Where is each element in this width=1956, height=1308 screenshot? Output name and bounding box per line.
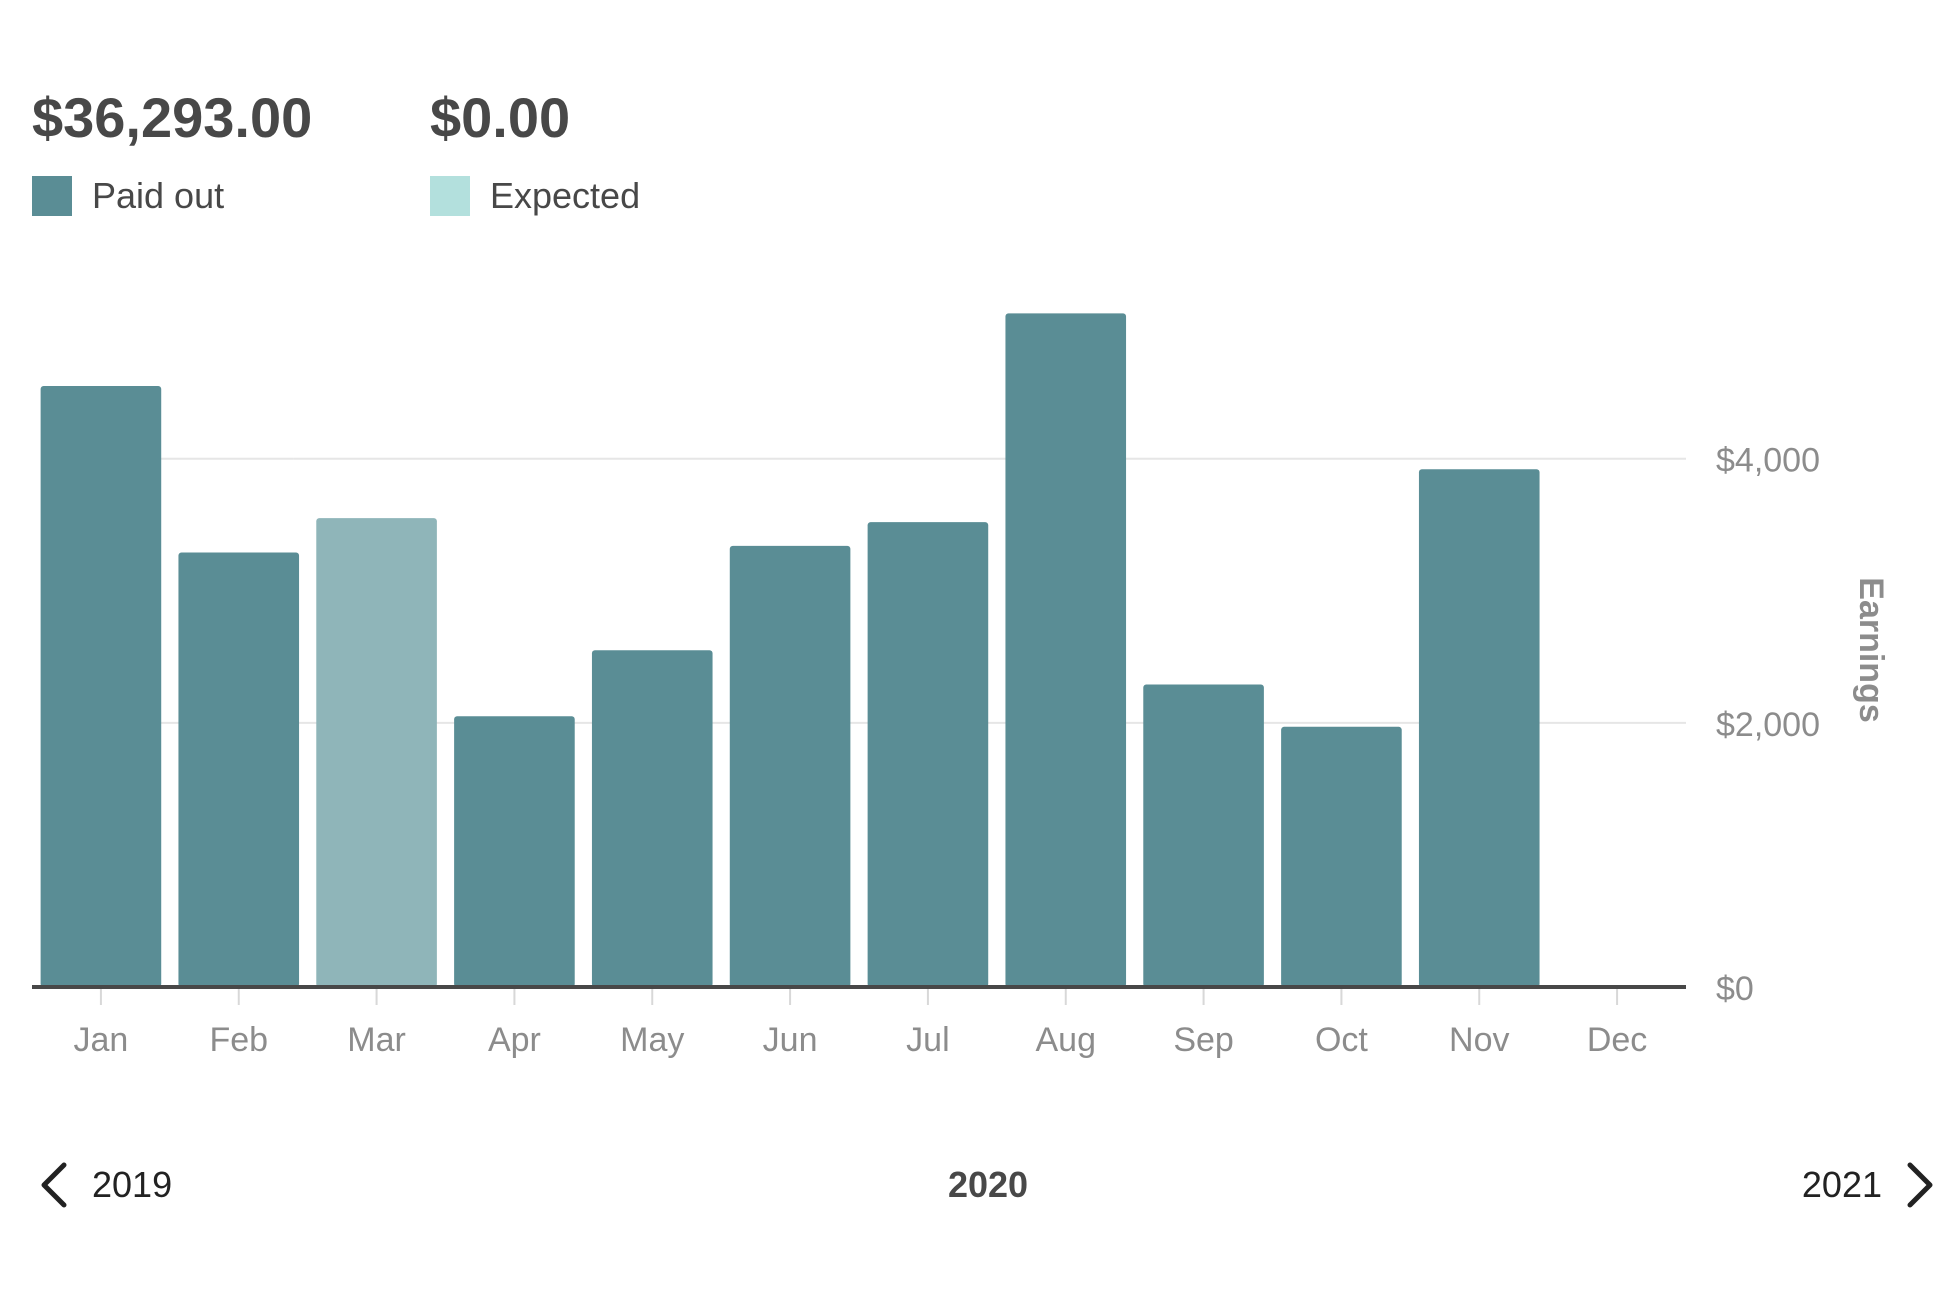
x-tick-label: Feb	[209, 1021, 268, 1059]
y-axis-title: Earnings	[1852, 577, 1890, 722]
earnings-bar-chart: $0 $2,000 $4,000 Jan Feb Mar Apr May Jun Jul Aug Se…	[32, 313, 1890, 1059]
previous-year-label: 2019	[92, 1164, 173, 1205]
previous-year-button[interactable]: 2019	[36, 1155, 172, 1215]
x-tick-label: Apr	[488, 1021, 541, 1059]
x-tick-label: Oct	[1315, 1021, 1368, 1059]
x-tick-label: Jun	[763, 1021, 818, 1059]
x-tick-label: Jul	[906, 1021, 949, 1059]
bars	[40, 313, 1540, 987]
expected-amount: $0.00	[430, 86, 571, 149]
next-year-button[interactable]: 2021	[1802, 1155, 1938, 1215]
y-tick-label: $2,000	[1716, 706, 1820, 744]
bar-aug[interactable]	[1005, 313, 1127, 987]
axes: $0 $2,000 $4,000 Jan Feb Mar Apr May Jun Jul Aug Se…	[32, 442, 1890, 1059]
x-tick-label: Dec	[1587, 1021, 1647, 1059]
current-year: 2020	[0, 1155, 1956, 1215]
y-tick-label: $4,000	[1716, 442, 1820, 480]
next-year-label: 2021	[1801, 1164, 1882, 1205]
bar-jun[interactable]	[729, 545, 851, 987]
x-tick-label: May	[620, 1021, 684, 1059]
expected-swatch	[430, 176, 470, 216]
bar-jul[interactable]	[867, 522, 989, 987]
chevron-left-icon	[41, 1162, 67, 1208]
bar-feb[interactable]	[178, 552, 300, 987]
x-tick-label: Nov	[1449, 1021, 1509, 1059]
x-tick-label: Aug	[1036, 1021, 1097, 1059]
paid-out-swatch	[32, 176, 72, 216]
x-tick-label: Jan	[74, 1021, 129, 1059]
expected-legend: Expected	[430, 175, 790, 216]
expected-label: Expected	[490, 175, 641, 216]
paid-out-label: Paid out	[92, 175, 225, 216]
paid-out-summary: $36,293.00 Paid out	[32, 82, 392, 216]
bar-oct[interactable]	[1281, 726, 1402, 987]
paid-out-legend: Paid out	[32, 175, 392, 216]
bar-jan[interactable]	[40, 386, 162, 987]
x-tick-label: Sep	[1173, 1021, 1234, 1059]
paid-out-amount: $36,293.00	[32, 86, 313, 149]
current-year-label: 2020	[947, 1164, 1029, 1205]
bar-nov[interactable]	[1418, 469, 1540, 987]
expected-summary: $0.00 Expected	[430, 82, 790, 216]
chevron-right-icon	[1907, 1162, 1933, 1208]
bar-sep[interactable]	[1143, 684, 1264, 987]
y-tick-label: $0	[1716, 970, 1754, 1008]
bar-apr[interactable]	[454, 716, 575, 987]
x-tick-label: Mar	[347, 1021, 406, 1059]
bar-may[interactable]	[591, 650, 713, 987]
bar-mar[interactable]	[316, 518, 437, 987]
